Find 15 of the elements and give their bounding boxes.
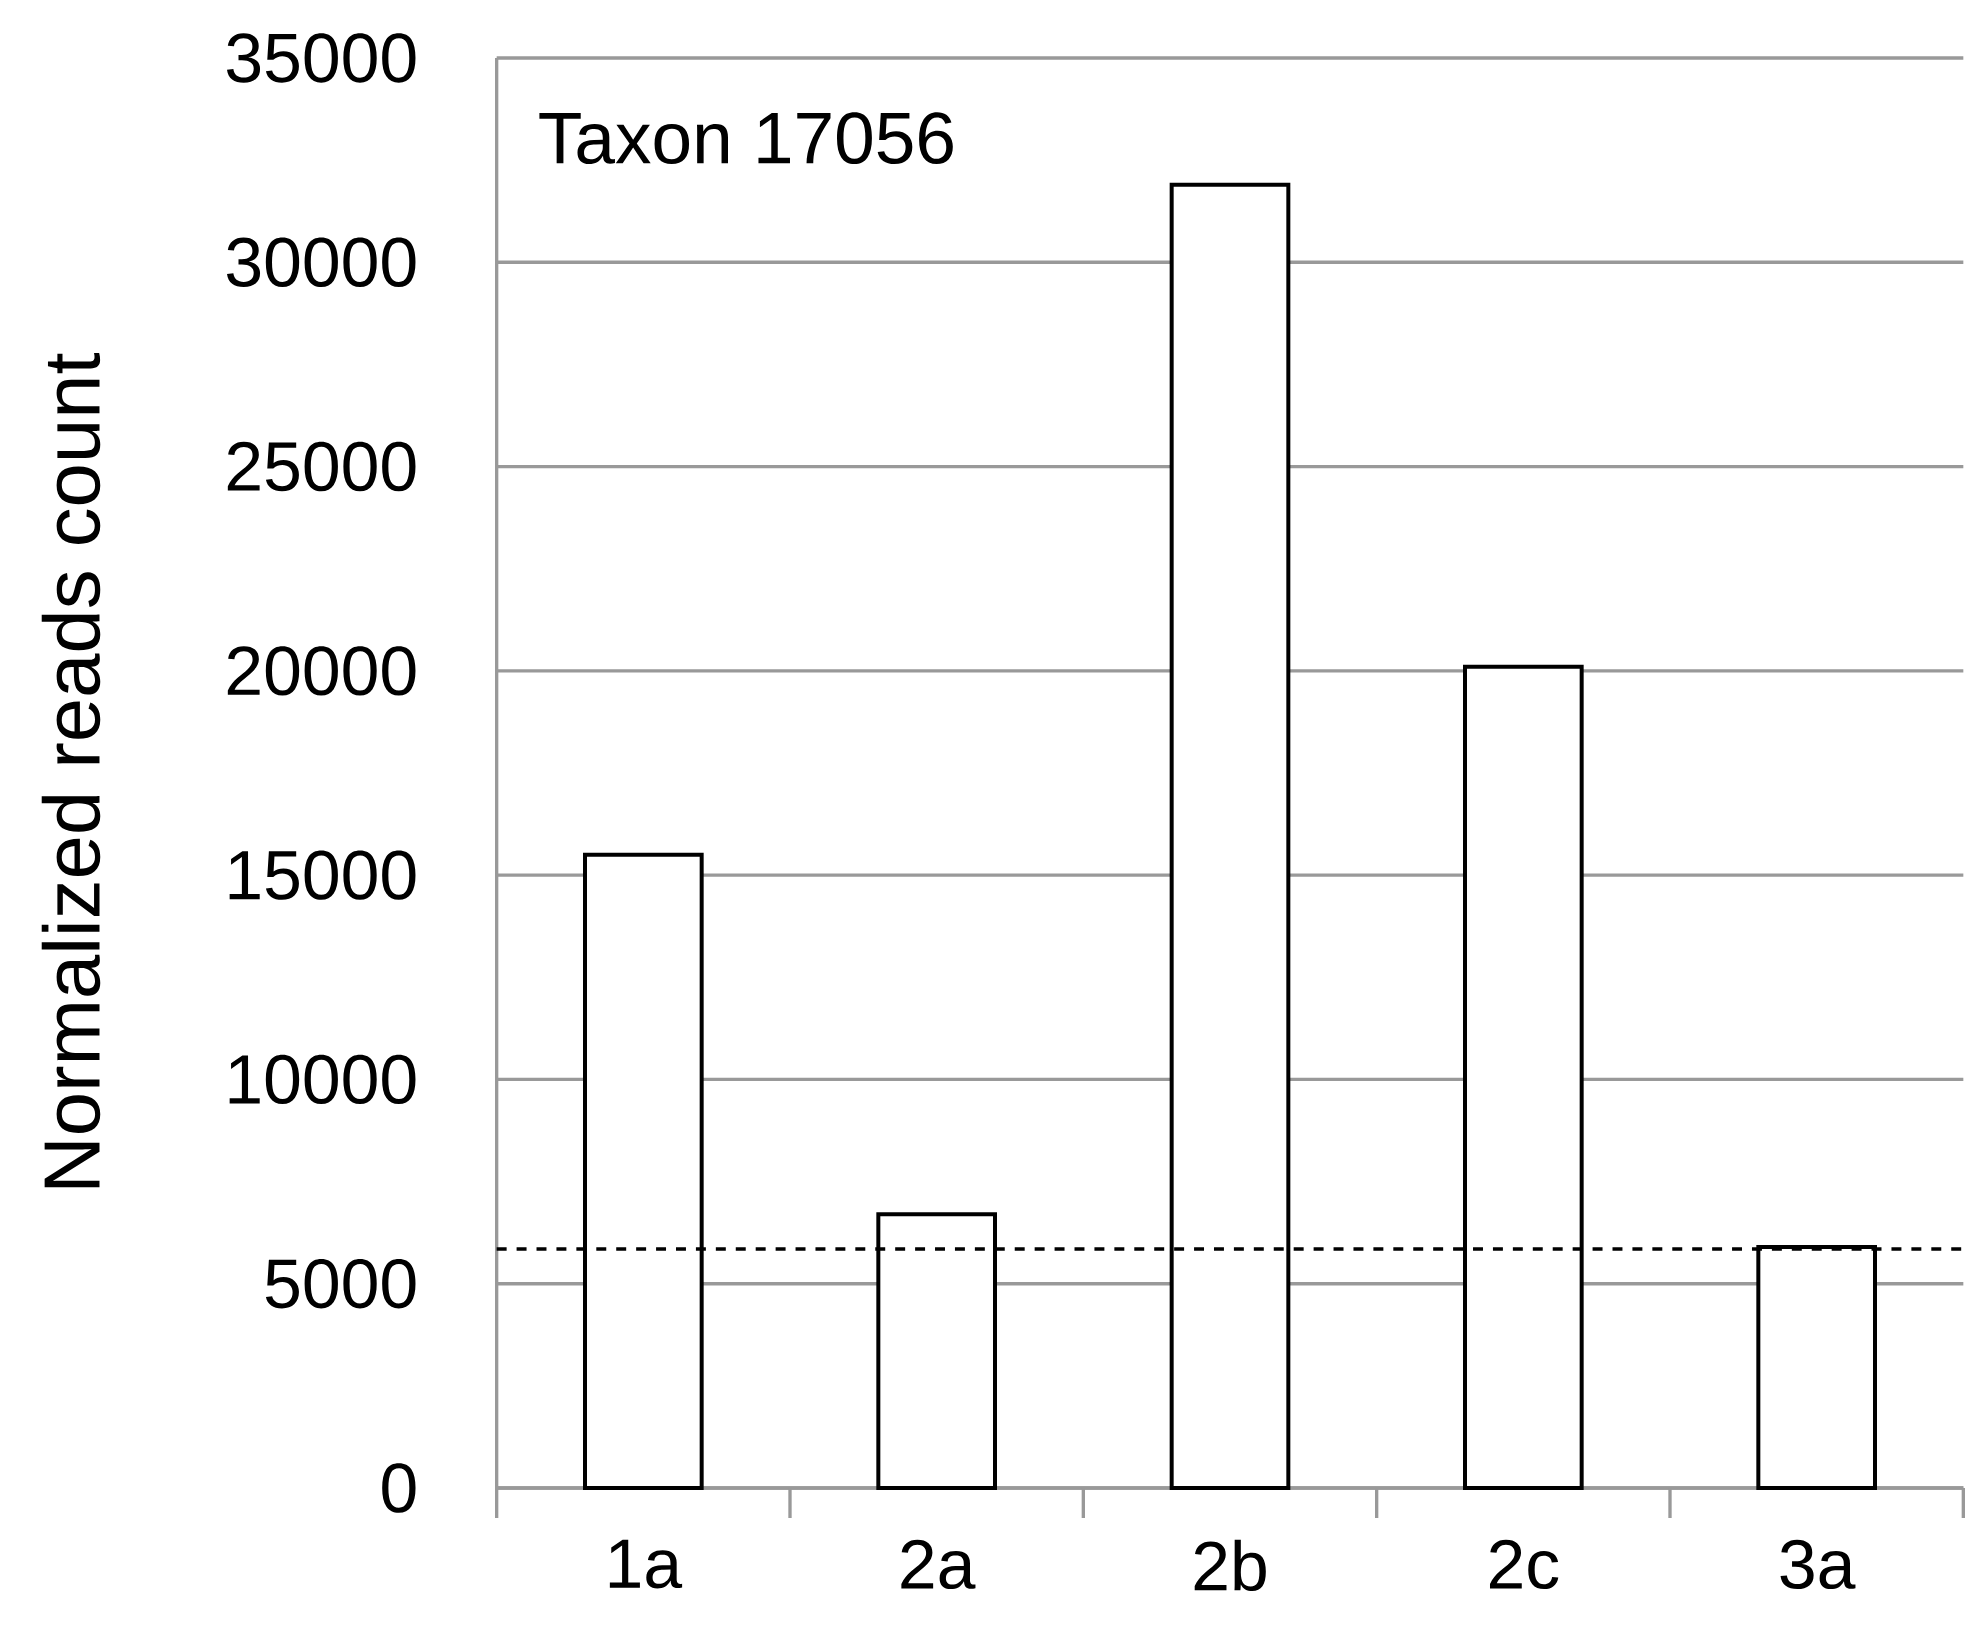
- text: Taxon 17056: [539, 112, 953, 165]
- x-tick-label: 3a: [1780, 1539, 1856, 1590]
- x-tick-label: 2c: [1489, 1539, 1559, 1590]
- y-tick-label: 30000: [226, 237, 416, 287]
- x-tick-label: 2b: [1194, 1539, 1266, 1591]
- y-axis-title: Normalized reads count: [41, 352, 101, 1188]
- y-tick-label: 10000: [229, 1054, 416, 1105]
- y-tick-label: 15000: [229, 850, 416, 900]
- y-tick-label: 25000: [227, 441, 416, 492]
- y-tick-label: 20000: [227, 646, 416, 696]
- x-tick-label: 1a: [609, 1539, 683, 1589]
- y-tick-label: 5000: [265, 1259, 416, 1309]
- y-tick-label: 0: [382, 1463, 416, 1513]
- x-tick-label: 2a: [901, 1539, 976, 1590]
- y-tick-label: 35000: [226, 33, 416, 83]
